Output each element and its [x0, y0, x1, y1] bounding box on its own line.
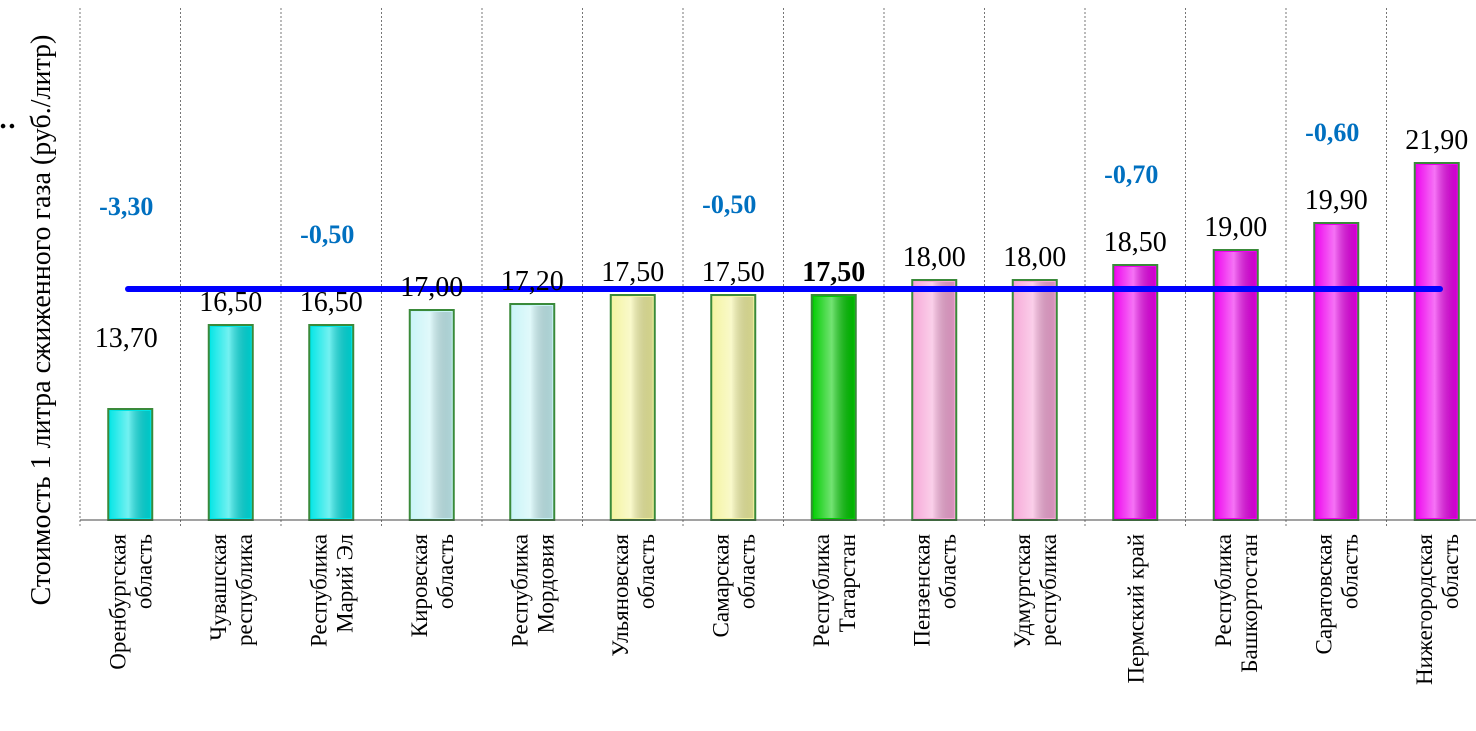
- value-label: 18,00: [903, 242, 966, 273]
- bar-shine: [1416, 165, 1457, 518]
- category-label: Чувашская: [206, 534, 231, 641]
- bar-shine: [512, 306, 553, 518]
- bar-shine: [311, 327, 352, 518]
- bar-shine: [210, 327, 251, 518]
- bar-shine: [411, 312, 452, 518]
- category-label: область: [433, 534, 458, 609]
- value-label: 19,90: [1305, 185, 1368, 216]
- category-labels: Оренбургская область Чувашская республика Ре…: [105, 534, 1463, 685]
- category-label: область: [734, 534, 759, 609]
- category-label: республика: [232, 534, 257, 646]
- value-label: 17,00: [400, 272, 463, 303]
- category-label: область: [935, 534, 960, 609]
- bar-shine: [1115, 267, 1156, 518]
- value-label: 21,90: [1405, 125, 1468, 156]
- value-label: 16,50: [199, 287, 262, 318]
- category-label: Республика: [507, 534, 532, 647]
- category-label: область: [1337, 534, 1362, 609]
- category-label: Башкортостан: [1237, 534, 1262, 673]
- category-label: Нижегородская: [1412, 534, 1437, 685]
- delta-label: -0,50: [300, 220, 354, 249]
- value-label: 18,00: [1003, 242, 1066, 273]
- value-label: 17,50: [802, 257, 865, 288]
- category-label: Пензенская: [909, 534, 934, 647]
- category-label: Ульяновская: [608, 534, 633, 657]
- bar-shine: [110, 411, 151, 518]
- bar-shine: [914, 282, 955, 518]
- category-label: республика: [1036, 534, 1061, 646]
- category-label: Оренбургская: [105, 534, 130, 670]
- category-label: Удмуртская: [1010, 534, 1035, 649]
- value-labels: 13,70 16,50 16,50 17,00 17,20 17,50 17,50 17,50…: [95, 125, 1469, 354]
- category-label: Республика: [1211, 534, 1236, 647]
- delta-label: -0,70: [1104, 160, 1158, 189]
- bar-shine: [1316, 225, 1357, 518]
- category-label: Республика: [306, 534, 331, 647]
- value-label: 17,50: [702, 257, 765, 288]
- bar-shine: [1215, 252, 1256, 518]
- value-label: 17,50: [601, 257, 664, 288]
- delta-label: -3,30: [99, 192, 153, 221]
- category-label: Марий Эл: [332, 534, 357, 633]
- value-label: 13,70: [95, 323, 158, 354]
- value-label: 19,00: [1204, 212, 1267, 243]
- category-label: Саратовская: [1311, 534, 1336, 655]
- bars: [107, 162, 1460, 521]
- bar-shine: [813, 297, 854, 518]
- value-label: 17,20: [501, 266, 564, 297]
- category-label: область: [1438, 534, 1463, 609]
- delta-label: -0,50: [702, 190, 756, 219]
- delta-labels: -3,30 -0,50 -0,50 -0,70 -0,60: [99, 118, 1359, 249]
- bar-shine: [612, 297, 653, 518]
- bar-shine: [1014, 282, 1055, 518]
- bar-shine: [713, 297, 754, 518]
- y-axis-label: Стоимость 1 литра сжиженного газа (руб./…: [26, 35, 57, 606]
- category-label: Самарская: [708, 534, 733, 638]
- category-label: Мордовия: [533, 534, 558, 634]
- category-label: Кировская: [407, 534, 432, 638]
- category-label: Республика: [809, 534, 834, 647]
- category-label: Татарстан: [835, 534, 860, 632]
- category-label: Пермский край: [1123, 534, 1148, 683]
- value-label: 16,50: [300, 287, 363, 318]
- category-label: область: [131, 534, 156, 609]
- value-label: 18,50: [1104, 227, 1167, 258]
- category-label: область: [634, 534, 659, 609]
- delta-label: -0,60: [1305, 118, 1359, 147]
- y-axis-label-fragment: :: [0, 121, 21, 130]
- grid-lines: [79, 8, 1387, 526]
